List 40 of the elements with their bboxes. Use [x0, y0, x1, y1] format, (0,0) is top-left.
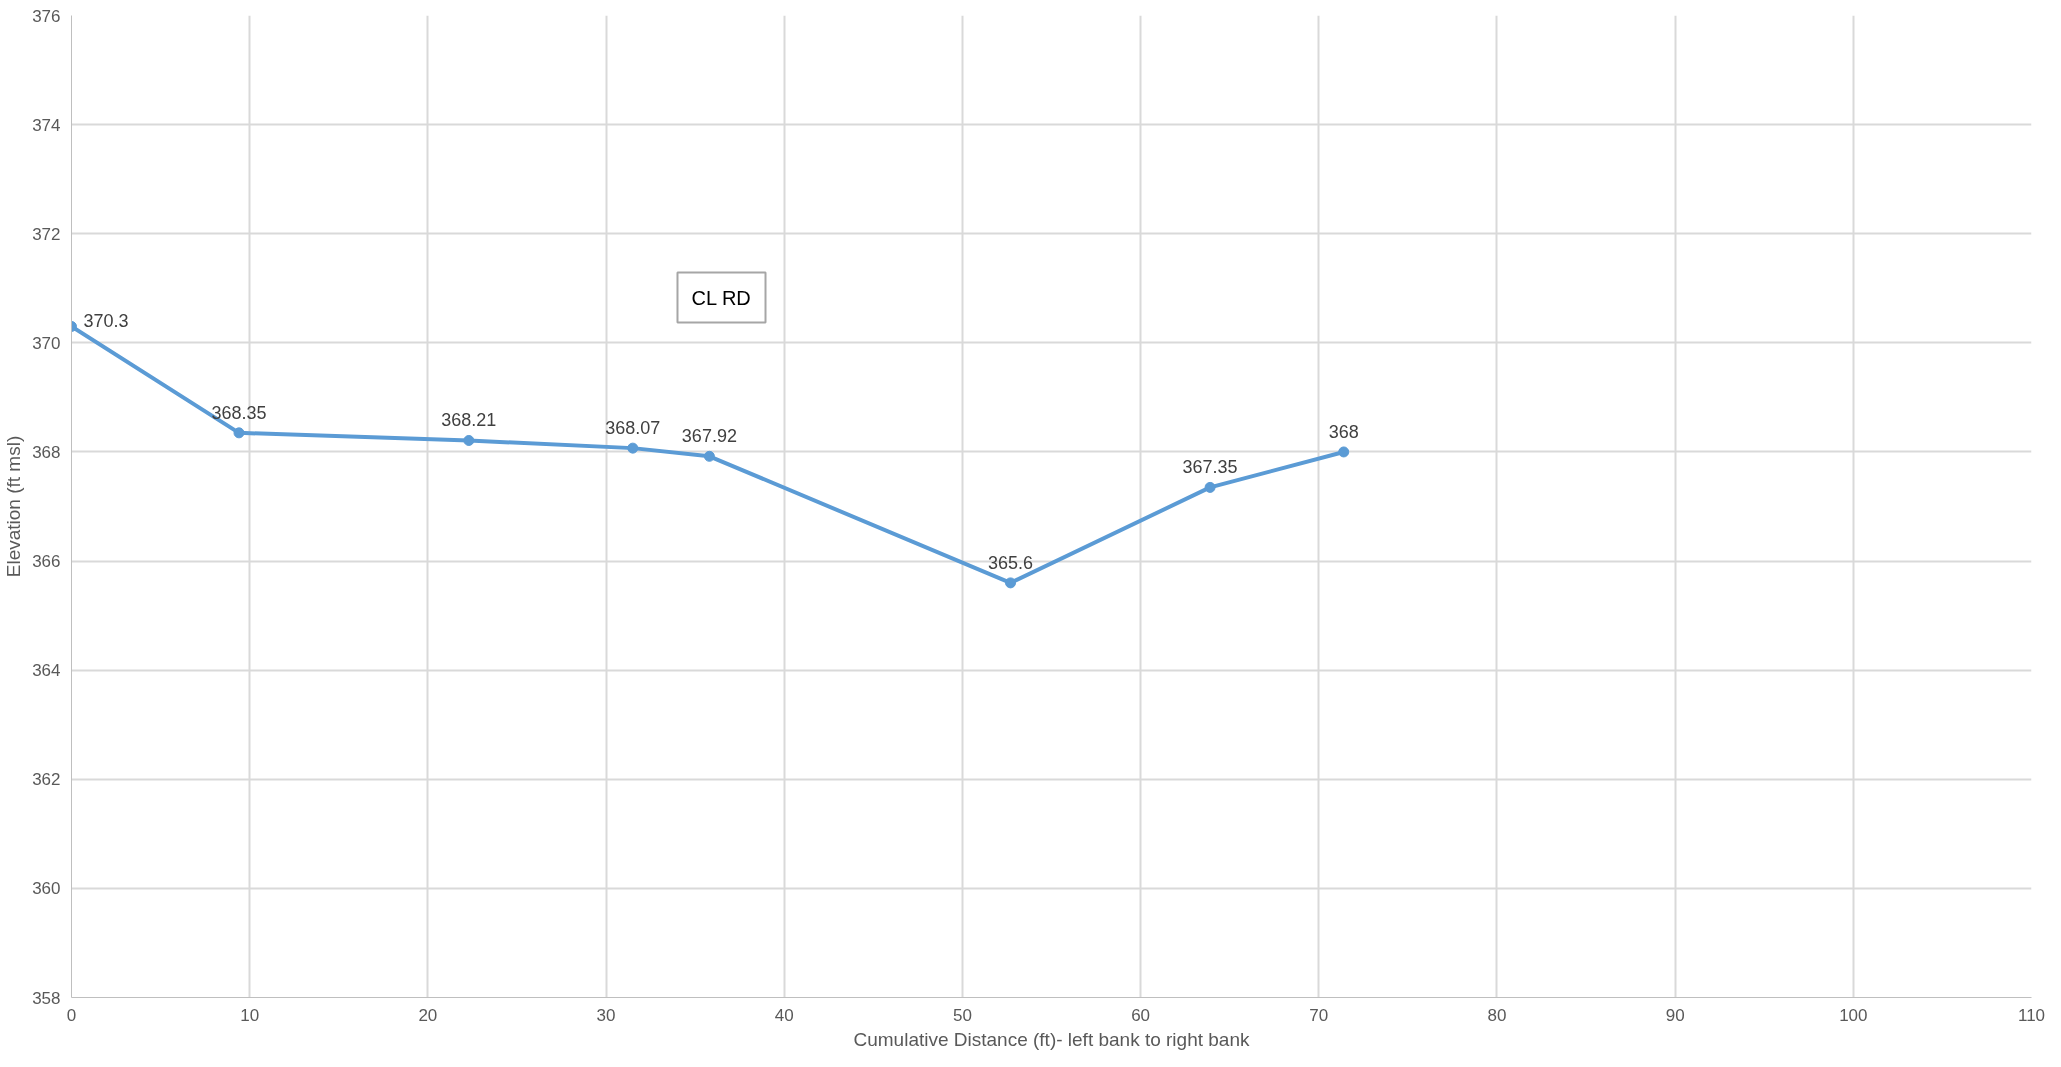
x-tick-label: 20: [418, 1005, 438, 1025]
data-label: 368.07: [605, 418, 661, 439]
x-tick-label: 100: [1839, 1005, 1868, 1025]
y-tick-label: 374: [32, 115, 61, 135]
y-tick-label: 376: [32, 6, 61, 26]
x-tick-label: 50: [952, 1005, 972, 1025]
point: [703, 450, 715, 462]
y-tick-label: 358: [32, 988, 61, 1008]
data-label: 368: [1328, 421, 1359, 442]
x-tick-label: 90: [1665, 1005, 1685, 1025]
y-tick-label: 362: [32, 770, 61, 790]
point: [233, 427, 245, 439]
data-label: 368.21: [441, 410, 497, 431]
x-tick-label: 70: [1309, 1005, 1329, 1025]
y-tick-label: 364: [32, 661, 61, 681]
x-tick-label: 60: [1131, 1005, 1151, 1025]
point: [463, 435, 475, 446]
x-tick-label: 110: [2017, 1005, 2046, 1025]
point: [1005, 577, 1017, 589]
data-label: 370.3: [83, 310, 129, 331]
x-tick-label: 10: [240, 1005, 260, 1025]
point: [1204, 481, 1216, 493]
data-label: 365.6: [988, 552, 1034, 573]
y-axis-title: Elevation (ft msl): [3, 435, 25, 578]
y-tick-label: 372: [32, 224, 61, 244]
y-tick-label: 368: [32, 442, 61, 462]
data-label: 367.35: [1182, 457, 1238, 478]
data-label: 368.35: [211, 402, 267, 423]
y-tick-label: 370: [32, 333, 61, 353]
data-label: 367.92: [681, 426, 737, 447]
point: [1338, 446, 1350, 458]
annotation: CL RD: [691, 286, 751, 309]
x-tick-label: 40: [774, 1005, 794, 1025]
point: [627, 442, 639, 454]
y-tick-label: 360: [32, 879, 61, 899]
x-tick-label: 30: [596, 1005, 616, 1025]
x-tick-label: 80: [1487, 1005, 1507, 1025]
y-tick-label: 366: [32, 552, 61, 572]
x-axis-title: Cumulative Distance (ft)- left bank to right bank: [853, 1028, 1250, 1050]
x-tick-label: 0: [66, 1005, 77, 1025]
